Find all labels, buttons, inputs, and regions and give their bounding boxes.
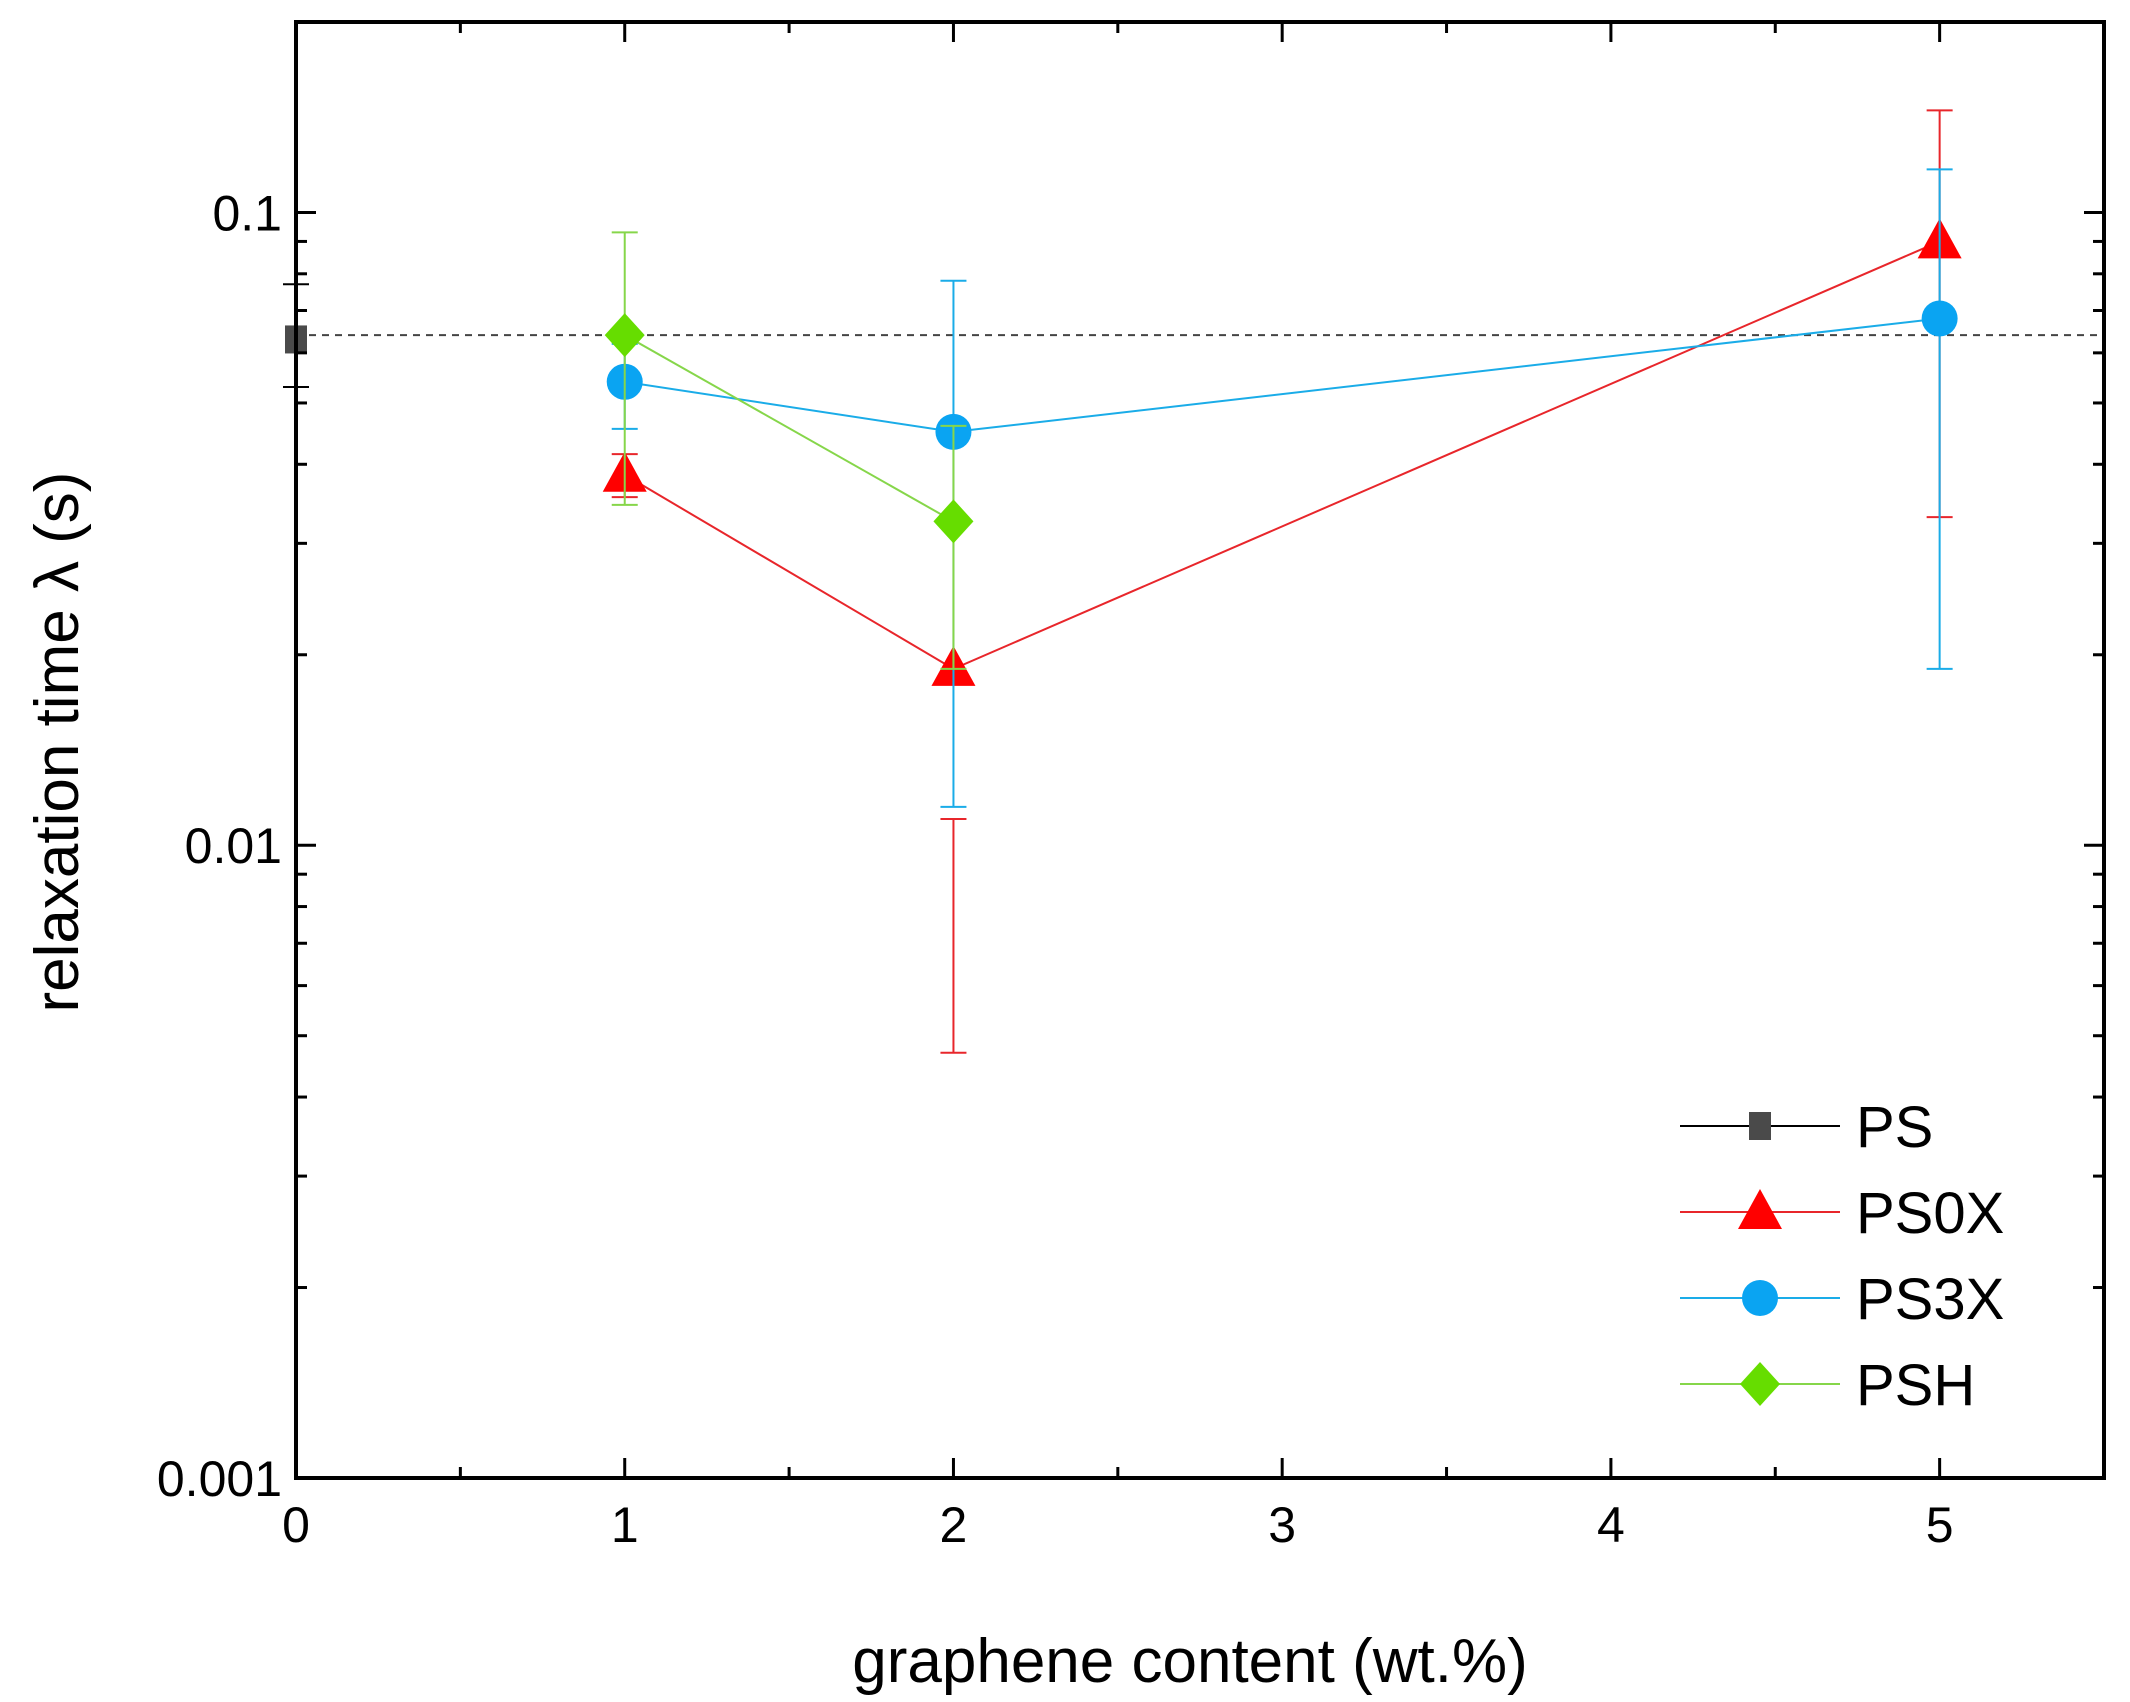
legend-label-ps: PS bbox=[1856, 1095, 1933, 1160]
x-tick-label: 1 bbox=[611, 1497, 639, 1553]
x-tick-label: 3 bbox=[1268, 1497, 1296, 1553]
y-tick-label: 0.001 bbox=[157, 1451, 282, 1507]
x-tick-label: 0 bbox=[282, 1497, 310, 1553]
error-bar-psh-1 bbox=[940, 424, 967, 670]
x-axis-title: graphene content (wt.%) bbox=[852, 1627, 1528, 1696]
error-bar-psh-0 bbox=[611, 231, 638, 506]
plot-frame bbox=[294, 20, 2106, 1480]
plot-area bbox=[283, 109, 2104, 1054]
data-point-psh-0 bbox=[604, 313, 645, 358]
legend-marker-ps3x bbox=[1742, 1280, 1778, 1316]
legend-item-ps: PS bbox=[1680, 1095, 1933, 1160]
series-psh bbox=[604, 231, 974, 670]
legend-item-ps0x: PS0X bbox=[1680, 1181, 2004, 1246]
series-line-psh bbox=[624, 334, 954, 523]
legend-label-psh: PSH bbox=[1856, 1353, 1975, 1418]
x-tick-label: 2 bbox=[940, 1497, 968, 1553]
legend-label-ps3x: PS3X bbox=[1856, 1267, 2004, 1332]
legend: PS PS0X PS3X PSH bbox=[1680, 1095, 2004, 1418]
error-bar-ps0x-1 bbox=[940, 818, 967, 1054]
y-axis-title: relaxation time λ (s) bbox=[23, 472, 92, 1013]
legend-marker-psh bbox=[1740, 1362, 1780, 1406]
legend-label-ps0x: PS0X bbox=[1856, 1181, 2004, 1246]
axes: 0 1 2 3 4 5 0.001 0.01 0.1 bbox=[157, 20, 2106, 1553]
error-bar-ps3x-2 bbox=[1926, 168, 1953, 670]
legend-marker-ps bbox=[1749, 1112, 1771, 1140]
legend-item-ps3x: PS3X bbox=[1680, 1267, 2004, 1332]
y-tick-label: 0.1 bbox=[212, 185, 282, 241]
x-tick-label: 4 bbox=[1597, 1497, 1625, 1553]
legend-item-psh: PSH bbox=[1680, 1353, 1975, 1418]
data-point-psh-1 bbox=[933, 499, 974, 544]
data-point-ps3x-2 bbox=[1921, 300, 1958, 337]
legend-marker-ps0x bbox=[1738, 1189, 1782, 1229]
y-tick-label: 0.01 bbox=[185, 818, 282, 874]
x-tick-label: 5 bbox=[1926, 1497, 1954, 1553]
